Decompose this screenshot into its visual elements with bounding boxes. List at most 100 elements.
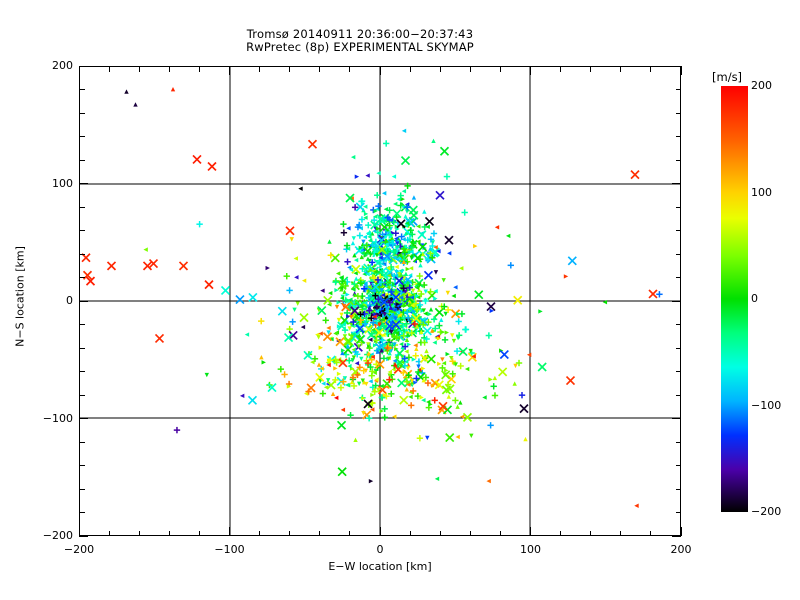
data-point	[408, 394, 413, 400]
ytick-100	[79, 183, 88, 184]
data-point	[341, 302, 351, 312]
data-point	[385, 282, 390, 288]
data-point	[453, 347, 461, 355]
data-point	[384, 306, 389, 311]
data-point	[347, 363, 352, 369]
data-point	[389, 217, 397, 225]
data-point	[316, 335, 321, 340]
data-point	[368, 478, 374, 484]
data-point	[394, 264, 399, 270]
data-point	[474, 290, 484, 300]
xtick--120	[198, 530, 200, 536]
data-point	[351, 264, 361, 274]
data-point	[440, 329, 446, 335]
data-point	[656, 291, 663, 298]
ytick--40	[79, 347, 85, 349]
data-point	[359, 305, 365, 310]
data-point	[381, 405, 388, 413]
data-point	[378, 255, 383, 260]
ytick-120	[79, 159, 85, 161]
data-point	[452, 397, 459, 404]
data-point	[388, 294, 393, 299]
data-point	[405, 293, 410, 298]
data-point	[486, 478, 491, 484]
data-point	[416, 364, 421, 369]
data-point	[439, 317, 444, 322]
data-point	[370, 231, 375, 236]
data-point	[424, 379, 432, 387]
data-point	[489, 308, 495, 314]
y-tick-label-0: 0	[66, 294, 73, 307]
data-point	[289, 237, 294, 242]
xtick-top--40	[319, 66, 321, 72]
data-point	[294, 275, 299, 280]
data-point	[106, 261, 117, 271]
data-point	[512, 381, 517, 386]
data-point	[400, 328, 405, 333]
data-point	[389, 321, 395, 326]
data-point	[374, 377, 379, 382]
data-point	[397, 202, 404, 209]
data-point	[353, 257, 359, 263]
data-point	[367, 363, 374, 371]
data-point	[485, 332, 493, 339]
data-point	[565, 375, 576, 386]
ytick-right--60	[675, 371, 681, 372]
data-point	[429, 242, 436, 250]
data-point	[377, 341, 387, 351]
data-point	[340, 220, 347, 228]
title-line-2: RwPretec (8p) EXPERIMENTAL SKYMAP	[246, 40, 474, 54]
data-point	[363, 281, 368, 286]
data-points-layer	[81, 87, 663, 508]
colorbar	[721, 86, 748, 512]
data-point	[357, 311, 364, 318]
data-point	[148, 258, 159, 269]
data-point	[434, 380, 444, 390]
data-point	[468, 348, 473, 354]
ytick--100	[79, 418, 88, 419]
data-point	[458, 400, 463, 405]
ytick-right-40	[675, 253, 681, 255]
data-point	[537, 362, 547, 372]
data-point	[372, 382, 379, 389]
data-point	[355, 202, 365, 212]
data-point	[336, 317, 342, 323]
data-point	[402, 244, 408, 249]
data-point	[406, 284, 413, 291]
data-point	[429, 254, 436, 261]
data-point	[413, 253, 423, 263]
data-point	[360, 250, 365, 256]
data-point	[427, 250, 434, 257]
x-tick-label-200: 200	[670, 543, 692, 556]
data-point	[455, 404, 460, 409]
data-point	[434, 307, 444, 317]
data-point	[265, 265, 270, 271]
data-point	[379, 288, 384, 293]
data-point	[356, 364, 363, 371]
data-point	[451, 293, 456, 299]
data-point	[446, 394, 451, 399]
data-point	[426, 399, 431, 405]
data-point	[381, 414, 388, 421]
data-point	[371, 312, 376, 318]
data-point	[374, 328, 384, 338]
data-point	[401, 249, 408, 256]
data-point	[391, 320, 401, 330]
data-point	[412, 240, 417, 245]
data-point	[401, 188, 407, 194]
data-point	[350, 306, 360, 316]
data-point	[388, 345, 394, 351]
data-point	[337, 321, 347, 331]
data-point	[423, 298, 428, 303]
data-point	[365, 415, 373, 422]
data-point	[351, 287, 356, 292]
data-point	[405, 266, 410, 272]
data-point	[349, 379, 355, 385]
data-point	[170, 87, 176, 92]
ytick-right--180	[675, 512, 681, 513]
data-point	[258, 317, 265, 325]
data-point	[379, 408, 384, 414]
data-point	[311, 355, 319, 362]
colorbar-tick--200: −200	[751, 505, 782, 518]
